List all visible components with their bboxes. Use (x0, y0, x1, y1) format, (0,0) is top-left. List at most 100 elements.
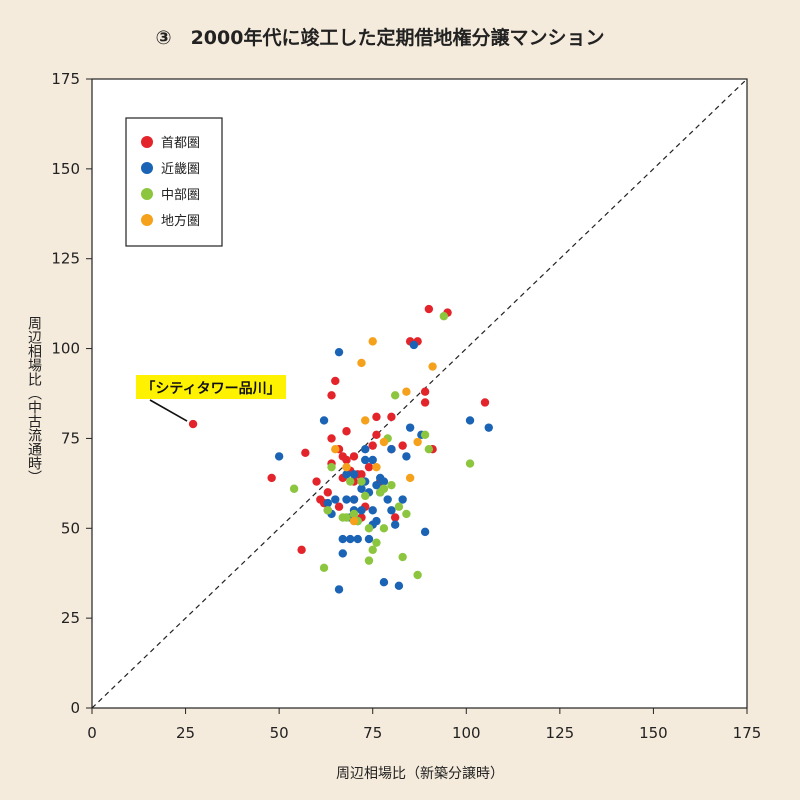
data-point-series-1 (372, 430, 381, 440)
data-point-series-1 (368, 441, 377, 450)
data-point-series-2 (357, 484, 366, 493)
data-point-series-4 (342, 462, 351, 472)
data-point-series-3 (465, 459, 475, 468)
data-point-series-2 (402, 452, 411, 461)
data-point-series-4 (331, 445, 340, 454)
callout-leader-line (149, 399, 188, 422)
data-point-series-4 (428, 362, 437, 371)
x-axis-label: 周辺相場比（新築分譲時） (336, 766, 504, 782)
data-point-series-1 (420, 387, 430, 396)
data-point-series-2 (353, 534, 362, 544)
data-point-series-2 (274, 452, 284, 461)
legend-label: 近畿圏 (161, 162, 200, 177)
data-point-series-4 (368, 337, 377, 346)
data-point-series-1 (372, 412, 381, 422)
data-point-series-2 (349, 495, 359, 504)
data-point-series-2 (319, 416, 329, 425)
data-point-series-3 (364, 524, 374, 533)
data-point-series-1 (267, 473, 276, 483)
data-point-series-1 (323, 488, 332, 497)
data-point-series-3 (402, 509, 411, 519)
data-point-series-2 (349, 470, 359, 479)
y-tick-label: 50 (61, 519, 80, 537)
y-tick-label: 0 (70, 699, 80, 717)
legend-marker (141, 214, 153, 226)
data-point-series-3 (390, 391, 400, 400)
data-point-series-1 (349, 452, 359, 461)
data-point-series-1 (188, 419, 198, 429)
data-point-series-1 (297, 545, 306, 555)
legend-marker (141, 136, 153, 148)
data-point-series-1 (334, 502, 344, 511)
data-point-series-2 (346, 534, 355, 544)
callout-box (136, 375, 286, 399)
data-point-series-2 (379, 477, 389, 486)
legend-label: 首都圏 (161, 136, 200, 151)
y-tick-label: 100 (51, 340, 80, 358)
data-point-series-2 (394, 581, 404, 590)
data-point-series-2 (338, 534, 347, 544)
data-point-series-3 (289, 484, 299, 493)
y-axis-label: 周辺相場比（中古流通時） (26, 316, 42, 484)
data-point-series-2 (372, 516, 381, 526)
data-point-series-3 (346, 477, 355, 486)
data-point-series-4 (413, 437, 422, 447)
data-point-series-3 (323, 506, 332, 515)
data-point-series-3 (327, 462, 336, 472)
data-point-series-2 (390, 520, 400, 529)
y-tick-label: 150 (51, 160, 80, 178)
reference-line-y-equals-x (91, 78, 748, 709)
data-point-series-2 (465, 416, 475, 425)
x-tick-label: 150 (639, 724, 668, 742)
x-tick-label: 0 (87, 724, 97, 742)
chart-title: ③ 2000年代に竣工した定期借地権分譲マンション (156, 26, 605, 49)
data-point-series-3 (368, 545, 377, 555)
data-point-series-2 (368, 455, 377, 465)
data-point-series-4 (349, 516, 359, 526)
data-point-series-3 (413, 570, 422, 580)
data-point-series-4 (402, 387, 411, 396)
data-point-series-3 (349, 509, 359, 519)
data-point-series-3 (420, 430, 430, 440)
data-point-series-2 (331, 495, 340, 504)
data-point-series-1 (480, 398, 490, 407)
data-point-series-2 (361, 445, 370, 454)
x-tick-label: 125 (546, 724, 575, 742)
data-point-series-1 (398, 441, 407, 450)
data-point-series-3 (361, 491, 370, 501)
data-point-series-3 (387, 480, 396, 490)
data-point-series-2 (409, 340, 419, 350)
data-point-series-3 (342, 513, 351, 522)
data-point-series-2 (342, 495, 351, 504)
data-point-series-1 (312, 477, 321, 486)
data-point-series-4 (379, 437, 389, 447)
data-point-series-1 (301, 448, 310, 458)
data-point-series-2 (484, 423, 493, 432)
data-point-series-1 (420, 398, 430, 407)
data-point-series-3 (424, 445, 434, 454)
data-point-series-2 (364, 534, 374, 544)
legend-label: 地方圏 (161, 213, 200, 229)
data-point-series-2 (334, 347, 344, 357)
data-point-series-3 (379, 484, 389, 493)
data-point-series-1 (364, 462, 374, 472)
data-point-series-2 (383, 495, 392, 504)
data-point-series-2 (387, 445, 396, 454)
data-point-series-2 (387, 506, 396, 515)
data-point-series-2 (379, 578, 389, 587)
data-point-series-1 (342, 455, 351, 465)
data-point-series-4 (372, 462, 381, 472)
callout-label: 「シティタワー品川」 (141, 380, 280, 397)
data-point-series-1 (390, 513, 400, 522)
x-tick-label: 25 (176, 724, 195, 742)
data-point-series-1 (387, 412, 396, 422)
data-point-series-1 (424, 304, 434, 314)
legend-box (125, 117, 223, 247)
data-point-series-4 (405, 473, 415, 483)
data-point-series-1 (327, 434, 336, 443)
data-point-series-2 (405, 423, 415, 432)
data-point-series-1 (342, 427, 351, 436)
y-tick-label: 25 (61, 609, 80, 627)
data-point-series-4 (361, 416, 370, 425)
x-tick-label: 175 (733, 724, 762, 742)
